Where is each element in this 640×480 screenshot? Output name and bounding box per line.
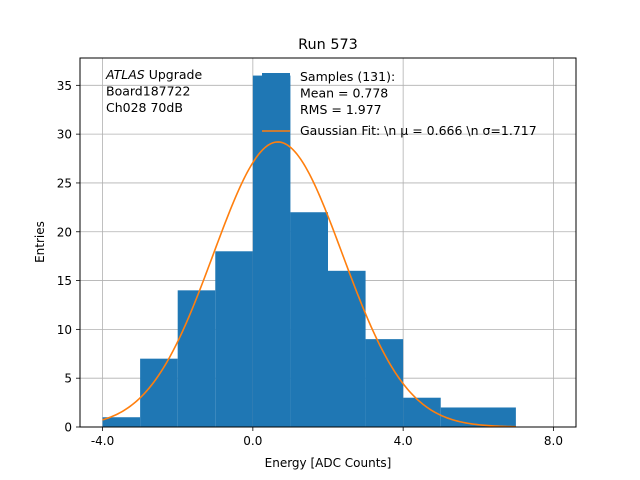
y-tick-label: 15 bbox=[57, 274, 72, 288]
y-tick-label: 10 bbox=[57, 323, 72, 337]
y-tick-label: 30 bbox=[57, 128, 72, 142]
annotation-text: Board187722 bbox=[106, 84, 190, 99]
y-tick-label: 35 bbox=[57, 79, 72, 93]
annotation-italic: ATLAS bbox=[105, 67, 145, 82]
histogram-bar bbox=[290, 212, 328, 427]
histogram-bar bbox=[252, 75, 291, 428]
annotation-text: Ch028 70dB bbox=[106, 100, 183, 115]
y-tick-label: 20 bbox=[57, 225, 72, 239]
histogram-bar bbox=[215, 251, 253, 427]
annotation-text: Upgrade bbox=[145, 67, 203, 82]
histogram-bar bbox=[102, 417, 141, 427]
annotation-line: Ch028 70dB bbox=[106, 100, 183, 115]
x-tick-label: 8.0 bbox=[544, 434, 563, 448]
y-tick-label: 0 bbox=[64, 421, 72, 435]
histogram-bar bbox=[177, 290, 216, 427]
y-axis-ticks: 0 5 10 15 20 25 30 35 bbox=[57, 79, 80, 435]
y-axis-label: Entries bbox=[33, 221, 47, 263]
y-tick-label: 25 bbox=[57, 176, 72, 190]
legend-fit-label: Gaussian Fit: \n μ = 0.666 \n σ=1.717 bbox=[300, 123, 537, 138]
x-tick-label: 4.0 bbox=[394, 434, 413, 448]
histogram-bar bbox=[328, 270, 366, 427]
annotation-line: Board187722 bbox=[106, 84, 190, 99]
legend-hist-swatch bbox=[262, 73, 290, 83]
gaussian-fit-layer bbox=[102, 141, 516, 428]
annotation-line: ATLAS Upgrade bbox=[105, 67, 202, 82]
x-axis-label: Energy [ADC Counts] bbox=[265, 456, 392, 470]
legend-hist-label: Samples (131): bbox=[300, 69, 395, 84]
x-tick-label: -4.0 bbox=[91, 434, 114, 448]
y-tick-label: 5 bbox=[64, 372, 72, 386]
gaussian-fit-line bbox=[102, 141, 516, 428]
legend-hist-label: Mean = 0.778 bbox=[300, 86, 388, 101]
plot-frame bbox=[79, 57, 577, 428]
x-tick-label: 0.0 bbox=[243, 434, 262, 448]
legend-hist-label: RMS = 1.977 bbox=[300, 102, 382, 117]
x-axis-ticks: -4.0 0.0 4.0 8.0 bbox=[91, 427, 563, 448]
histogram-bar bbox=[140, 358, 178, 427]
atlas-annotation: ATLAS Upgrade Board187722 Ch028 70dB bbox=[105, 67, 202, 115]
chart-title: Run 573 bbox=[298, 37, 358, 53]
legend: Samples (131): Mean = 0.778 RMS = 1.977 G… bbox=[262, 69, 537, 138]
